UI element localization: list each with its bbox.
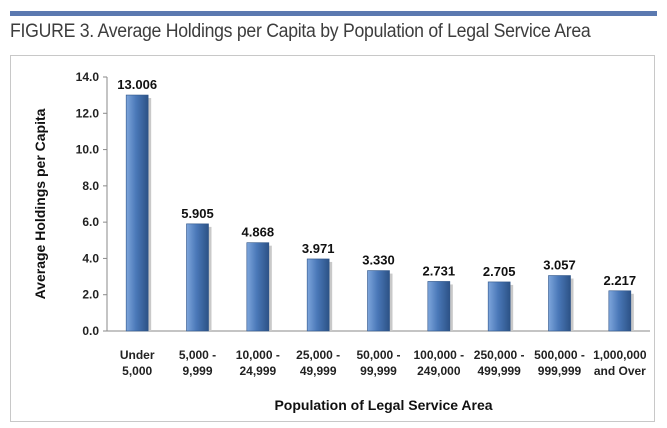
x-axis-title: Population of Legal Service Area [274,397,492,413]
x-category-label: Under [120,348,155,362]
x-category-label: 250,000 - [474,348,525,362]
bar-value-label: 2.731 [423,263,456,278]
x-category-label: 100,000 - [413,348,464,362]
bar-value-label: 3.057 [543,258,576,273]
bars [125,94,634,332]
data-labels: 13.006 5.905 4.868 3.971 3.330 2.731 2.705 3.05… [117,77,636,288]
y-tick-label: 10.0 [76,143,100,157]
bar-value-label: 3.330 [362,253,395,268]
x-axis-labels: Under 5,000 5,000 - 9,999 10,000 - 24,999 25,0… [120,348,647,378]
x-category-label: 99,999 [360,364,397,378]
top-rule [10,11,657,16]
x-category-label: 499,999 [477,364,521,378]
y-axis-ticks: 0.0 2.0 4.0 6.0 8.0 10.0 12.0 14.0 [76,70,107,338]
bar-value-label: 5.905 [181,206,214,221]
x-category-label: 50,000 - [356,348,400,362]
y-tick-label: 6.0 [82,215,99,229]
x-category-label: 24,999 [239,364,276,378]
y-tick-label: 0.0 [82,324,99,338]
x-category-label: 49,999 [300,364,337,378]
bar [246,242,270,332]
x-category-label: 9,999 [182,364,212,378]
bar [608,290,632,332]
y-tick-label: 14.0 [76,70,100,84]
bar [306,258,330,332]
chart-frame [10,55,655,422]
x-category-label: 999,999 [538,364,582,378]
y-tick-label: 4.0 [82,251,99,265]
bar-value-label: 2.705 [483,264,516,279]
bar-value-label: 13.006 [117,77,157,92]
x-category-label: 249,000 [417,364,461,378]
y-tick-label: 12.0 [76,106,100,120]
x-category-label: 5,000 [122,364,152,378]
bar-value-label: 3.971 [302,241,335,256]
x-category-label: 5,000 - [179,348,216,362]
y-tick-label: 2.0 [82,288,99,302]
bar [487,281,511,332]
bar [427,281,451,332]
bar [367,270,390,332]
bar [186,223,209,332]
bar-value-label: 4.868 [242,225,275,240]
x-category-label: 10,000 - [236,348,280,362]
bar [125,94,149,332]
x-category-label: and Over [594,364,646,378]
x-category-label: 500,000 - [534,348,585,362]
y-tick-label: 8.0 [82,179,99,193]
bar [548,275,571,332]
x-category-label: 25,000 - [296,348,340,362]
figure-title: FIGURE 3. Average Holdings per Capita by… [10,21,591,42]
y-axis-title: Average Holdings per Capita [32,108,48,299]
x-category-label: 1,000,000 [593,348,647,362]
bar-value-label: 2.217 [604,273,637,288]
